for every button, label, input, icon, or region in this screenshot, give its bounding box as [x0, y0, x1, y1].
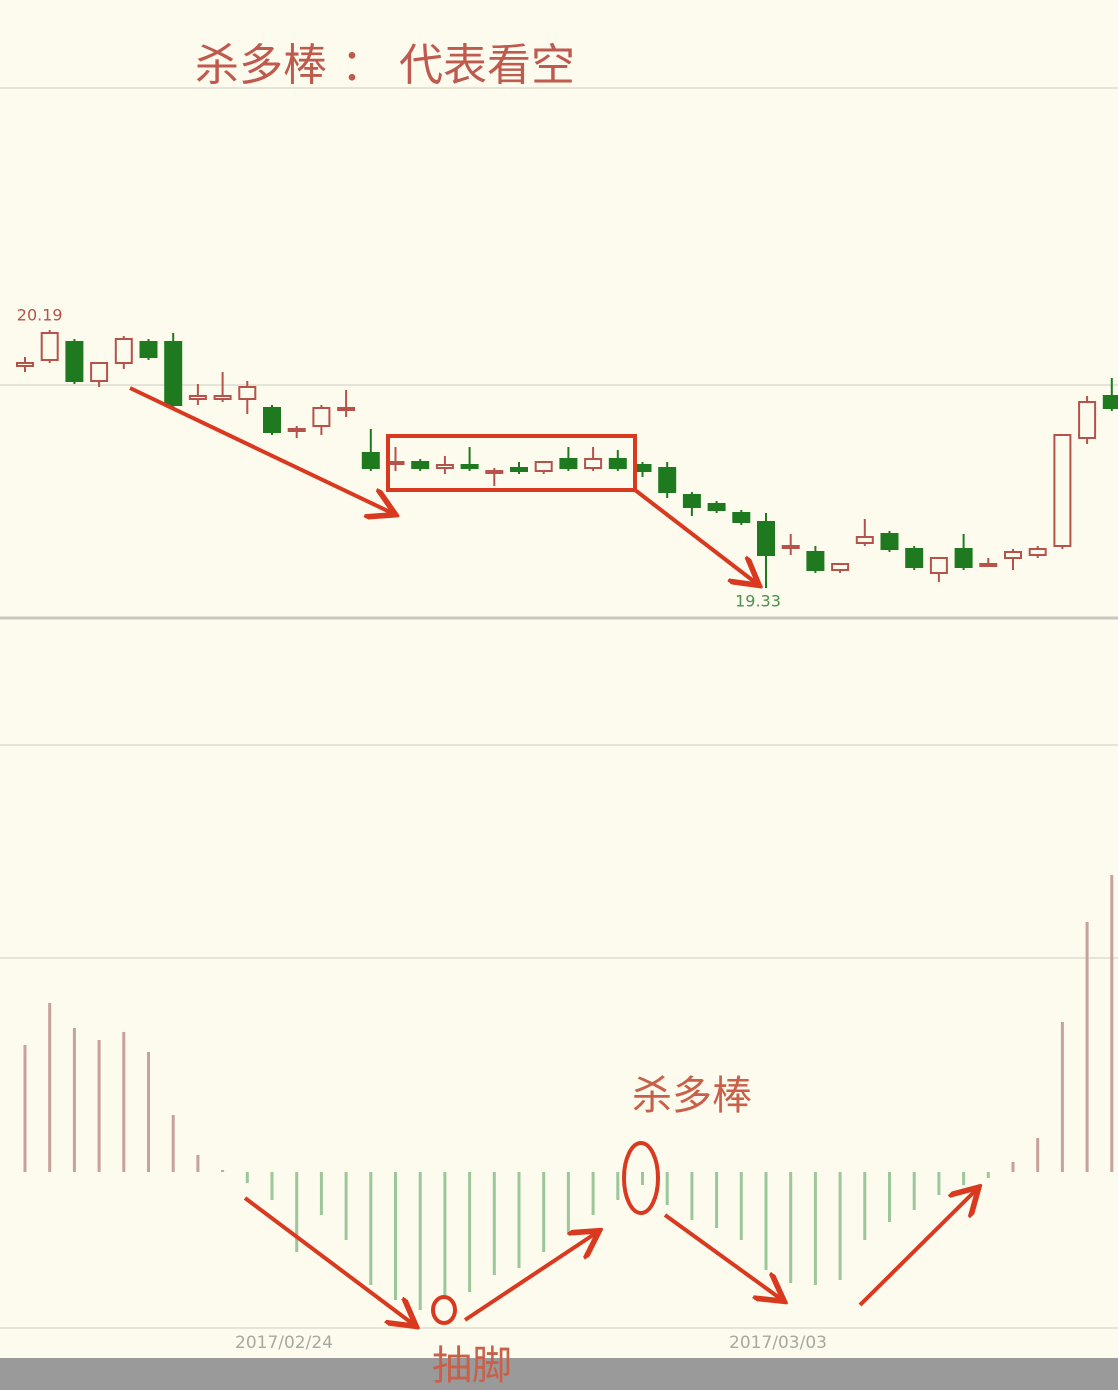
- candle-body: [90, 362, 109, 382]
- high-label: 20.19: [17, 306, 63, 325]
- candle-body: [831, 563, 850, 571]
- candle-body: [534, 461, 553, 472]
- highlight-box: [386, 434, 637, 492]
- circle: [622, 1141, 660, 1215]
- candle-body: [263, 407, 281, 433]
- candle-body: [238, 386, 257, 400]
- arrow: [858, 1190, 976, 1307]
- candle-body: [806, 551, 825, 571]
- candle-body: [1078, 401, 1097, 439]
- candle-body: [559, 458, 578, 469]
- candle-body: [732, 512, 751, 523]
- candle-body: [139, 341, 158, 358]
- annotation: 杀多棒: [632, 1073, 752, 1119]
- candle-body: [658, 467, 677, 493]
- candle-body: [114, 338, 133, 364]
- candle-body: [1028, 548, 1047, 556]
- candle-body: [608, 458, 627, 469]
- candle-body: [287, 428, 306, 432]
- candle-body: [880, 533, 899, 550]
- chart-title: 杀多棒 ： 代表看空: [195, 40, 575, 91]
- candle-body: [435, 464, 454, 469]
- candle-body: [979, 563, 998, 567]
- arrow: [243, 1196, 413, 1324]
- arrow: [129, 386, 392, 513]
- candle-body: [929, 557, 948, 574]
- candle-body: [213, 395, 232, 400]
- candle-body: [954, 548, 973, 568]
- candle-body: [510, 467, 528, 472]
- candle-body: [411, 461, 430, 469]
- arrow: [463, 1233, 596, 1322]
- candle-body: [164, 341, 183, 406]
- candle-body: [1004, 551, 1022, 559]
- annotation: 抽脚: [432, 1343, 512, 1389]
- annotation-shapes: [129, 386, 976, 1325]
- scrollbar: [0, 1358, 1118, 1390]
- candle-body: [485, 470, 504, 474]
- candle-body: [707, 503, 726, 511]
- x-tick-label: 2017/03/03: [729, 1333, 827, 1353]
- arrow: [633, 488, 756, 583]
- candle-body: [781, 545, 800, 549]
- candle-body: [188, 395, 207, 400]
- candle-body: [16, 362, 34, 367]
- arrow: [663, 1213, 781, 1299]
- low-label: 19.33: [735, 592, 781, 611]
- candle-body: [1102, 395, 1118, 409]
- candle-body: [682, 494, 701, 508]
- x-tick-label: 2017/02/24: [235, 1333, 333, 1353]
- candle-body: [460, 464, 479, 469]
- candle-body: [584, 458, 603, 469]
- candle-body: [757, 521, 775, 556]
- circle: [431, 1295, 457, 1325]
- candle-body: [40, 332, 59, 361]
- candle-body: [361, 452, 380, 469]
- candle-body: [65, 341, 84, 382]
- candle-body: [1053, 434, 1072, 547]
- candle-body: [312, 407, 331, 427]
- candle-body: [905, 548, 924, 568]
- candle-body: [337, 407, 356, 411]
- candle-body: [855, 536, 874, 544]
